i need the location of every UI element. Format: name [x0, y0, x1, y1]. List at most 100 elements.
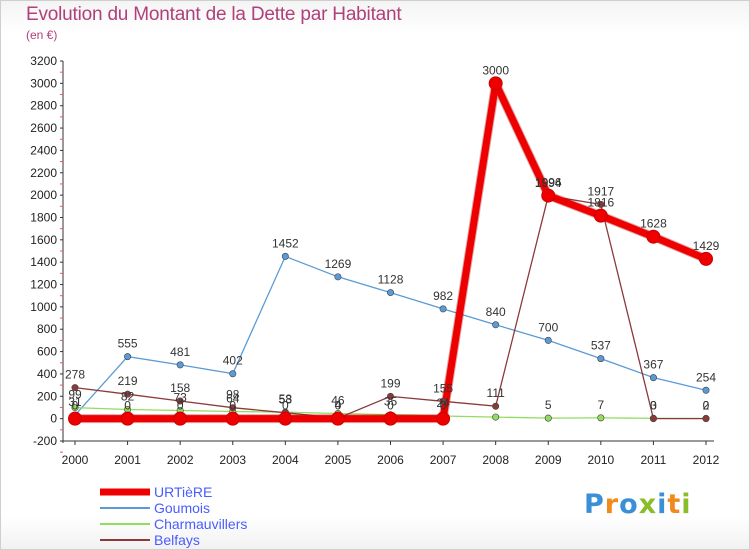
- data-label: 3: [650, 398, 657, 412]
- data-label: 278: [65, 368, 85, 382]
- logo-letter: i: [681, 489, 692, 520]
- legend-label: Belfays: [154, 532, 200, 548]
- x-tick-label: 2004: [272, 453, 299, 467]
- y-tick-label: 1200: [30, 278, 57, 292]
- data-label: 4: [335, 398, 342, 412]
- data-point: [439, 305, 447, 313]
- data-label: 0: [177, 399, 184, 413]
- legend-label: Goumois: [154, 500, 210, 516]
- data-point: [649, 374, 657, 382]
- data-point: [649, 415, 657, 423]
- series-line-shadow: [70, 78, 711, 424]
- data-point: [492, 321, 500, 329]
- data-point: [278, 411, 293, 426]
- y-tick-label: -200: [33, 434, 57, 448]
- y-tick-label: 1800: [30, 210, 57, 224]
- logo-letter: t: [667, 489, 682, 520]
- y-tick-label: 0: [50, 412, 57, 426]
- data-label: 0: [335, 399, 342, 413]
- data-point: [281, 252, 289, 260]
- data-label: 1452: [272, 236, 299, 250]
- data-label: 99: [68, 388, 82, 402]
- data-point: [439, 397, 447, 405]
- data-point: [541, 188, 556, 203]
- data-label: 53: [279, 393, 293, 407]
- data-label: 31: [68, 395, 82, 409]
- data-label: 1128: [378, 273, 404, 287]
- data-label: 219: [118, 374, 138, 388]
- data-label: 1269: [325, 257, 352, 271]
- data-point: [436, 411, 451, 426]
- data-label: 98: [226, 388, 240, 402]
- data-label: 199: [380, 376, 400, 390]
- data-point: [229, 404, 237, 412]
- data-label: 0: [703, 399, 710, 413]
- logo-letter: r: [604, 489, 620, 520]
- logo-letter: i: [657, 489, 668, 520]
- data-point: [386, 392, 394, 400]
- legend-label: URTièRE: [154, 484, 212, 500]
- data-point: [646, 229, 661, 244]
- data-label: 982: [433, 289, 453, 303]
- y-tick-label: 1400: [30, 255, 57, 269]
- data-point: [383, 411, 398, 426]
- data-label: 1917: [587, 184, 614, 198]
- y-tick-label: 2000: [30, 188, 57, 202]
- data-point: [702, 415, 710, 423]
- data-point: [225, 411, 240, 426]
- data-label: 58: [279, 392, 293, 406]
- y-tick-label: 3000: [30, 76, 57, 90]
- data-label: 1816: [587, 196, 614, 210]
- data-label: 537: [591, 339, 611, 353]
- data-point: [544, 336, 552, 344]
- x-tick-label: 2007: [430, 453, 457, 467]
- data-point: [597, 414, 605, 422]
- data-label: 35: [384, 395, 398, 409]
- data-label: 840: [486, 305, 506, 319]
- y-tick-label: 800: [37, 322, 57, 336]
- data-point: [176, 361, 184, 369]
- x-tick-label: 2006: [377, 453, 404, 467]
- data-label: 3000: [482, 63, 509, 77]
- data-label: 0: [440, 399, 447, 413]
- data-label: 24: [436, 396, 450, 410]
- x-tick-label: 2008: [482, 453, 509, 467]
- data-point: [124, 390, 132, 398]
- data-point: [68, 411, 82, 426]
- x-tick-label: 2000: [62, 453, 89, 467]
- y-tick-label: 400: [37, 367, 57, 381]
- x-tick-label: 2001: [114, 453, 141, 467]
- data-label: 402: [223, 354, 243, 368]
- data-point: [597, 355, 605, 363]
- data-point: [124, 353, 132, 361]
- y-tick-label: 1600: [30, 233, 57, 247]
- legend-label: Charmauvillers: [154, 516, 247, 532]
- y-tick-label: 1000: [30, 300, 57, 314]
- data-label: 0: [282, 399, 289, 413]
- data-point: [492, 402, 500, 410]
- data-label: 0: [229, 399, 236, 413]
- data-point: [488, 76, 503, 91]
- data-point: [492, 413, 500, 421]
- data-label: 46: [331, 394, 345, 408]
- data-label: 0: [387, 399, 394, 413]
- series-line-urtiere: [71, 79, 710, 423]
- y-tick-label: 200: [37, 389, 57, 403]
- data-label: 555: [118, 337, 138, 351]
- data-label: 367: [643, 358, 663, 372]
- x-tick-label: 2002: [167, 453, 194, 467]
- data-point: [330, 411, 345, 426]
- chart-title: Evolution du Montant de la Dette par Hab…: [26, 4, 402, 25]
- x-tick-label: 2012: [693, 453, 720, 467]
- data-label: 111: [487, 386, 506, 400]
- y-tick-label: 2200: [30, 166, 57, 180]
- data-label: 82: [121, 389, 135, 403]
- data-point: [699, 251, 713, 266]
- data-point: [334, 273, 342, 281]
- data-point: [71, 404, 79, 412]
- data-label: 7: [597, 398, 604, 412]
- data-point: [702, 386, 710, 394]
- data-label: 1994: [535, 176, 562, 190]
- logo-letter: P: [584, 489, 605, 520]
- data-label: 155: [433, 381, 453, 395]
